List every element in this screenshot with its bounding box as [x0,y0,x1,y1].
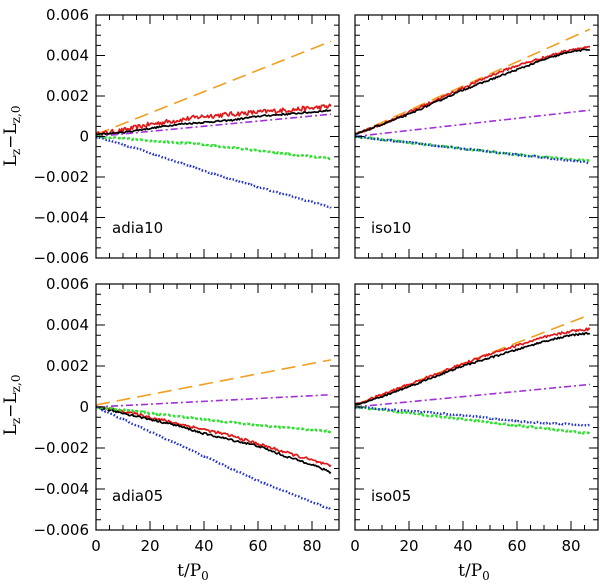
series-blue-dotted [355,134,591,165]
series-blue-dotted [96,406,332,511]
series-red-solid [96,405,332,468]
y-tick-label: 0.002 [46,87,89,105]
y-tick-label: −0.004 [33,209,89,227]
series-purple-dash-dot [355,109,590,138]
y-tick-label: −0.006 [33,249,89,267]
panel-label-iso05: iso05 [371,487,411,505]
y-tick-label: −0.006 [33,521,89,539]
x-tick-label: 20 [399,537,418,555]
series-purple-dash-dot [355,383,590,408]
x-tick-label: 60 [248,537,267,555]
x-tick-label: 40 [453,537,472,555]
panel-label-iso10: iso10 [371,219,411,237]
panel-series-group [355,28,591,165]
panel-adia05: −0.006 −0.004 −0.002 0 0.002 0.004 0.006 0 20 40 6… [33,275,340,555]
series-orange-long-dash [355,28,591,136]
x-tick-label: 20 [140,537,159,555]
x-tick-label: 40 [194,537,213,555]
x-tick-label: 60 [507,537,526,555]
y-axis-title-top: Lz−Lz,0 [1,106,23,167]
x-tick-label: 80 [302,537,321,555]
axis-titles-group: Lz−Lz,0 Lz−Lz,0 t/P0 t/P0 [1,106,490,583]
panel-ticks [95,14,340,259]
series-black-solid [355,331,590,407]
panel-iso10: iso10 [354,14,599,259]
series-blue-dotted [96,135,332,209]
panel-ticks [354,283,599,531]
panel-label-adia05: adia05 [112,487,163,505]
panel-series-group [96,40,332,209]
panel-ticks [95,283,340,531]
y-tick-label: 0 [79,398,89,416]
y-tick-label: −0.002 [33,439,89,457]
panel-ticks [354,14,599,259]
panel-series-group [355,314,591,435]
y-axis-title-bottom: Lz−Lz,0 [1,375,23,436]
panel-series-group [96,359,332,511]
x-axis-title-left: t/P0 [177,561,209,583]
series-orange-long-dash [96,359,332,406]
panel-iso05: 0 20 40 60 80 iso05 [350,283,599,555]
series-black-solid [355,48,591,135]
y-tick-label: 0.004 [46,47,89,65]
y-tick-label: 0.002 [46,357,89,375]
panel-adia10: −0.006 −0.004 −0.002 0 0.002 0.004 0.006 adia10 [33,6,340,267]
y-tick-label: 0.006 [46,275,89,293]
y-tick-label: −0.002 [33,168,89,186]
series-blue-dotted [355,405,591,427]
x-tick-label: 0 [350,537,360,555]
series-red-solid [96,103,332,138]
y-tick-label: −0.004 [33,480,89,498]
x-axis-title-right: t/P0 [458,561,490,583]
y-tick-label: 0 [79,128,89,146]
series-green-dotted [355,405,591,435]
y-tick-label: 0.004 [46,316,89,334]
panel-label-adia10: adia10 [112,219,163,237]
series-black-solid [96,109,332,136]
series-black-solid [96,406,332,474]
series-orange-long-dash [96,40,332,136]
series-green-dotted [96,405,332,434]
x-tick-label: 80 [561,537,580,555]
y-tick-label: 0.006 [46,6,89,24]
x-tick-label: 0 [91,537,101,555]
series-purple-dash-dot [96,113,331,138]
panels-group: −0.006 −0.004 −0.002 0 0.002 0.004 0.006 adia10… [33,6,599,555]
series-red-solid [355,327,591,406]
series-purple-dash-dot [96,393,331,408]
